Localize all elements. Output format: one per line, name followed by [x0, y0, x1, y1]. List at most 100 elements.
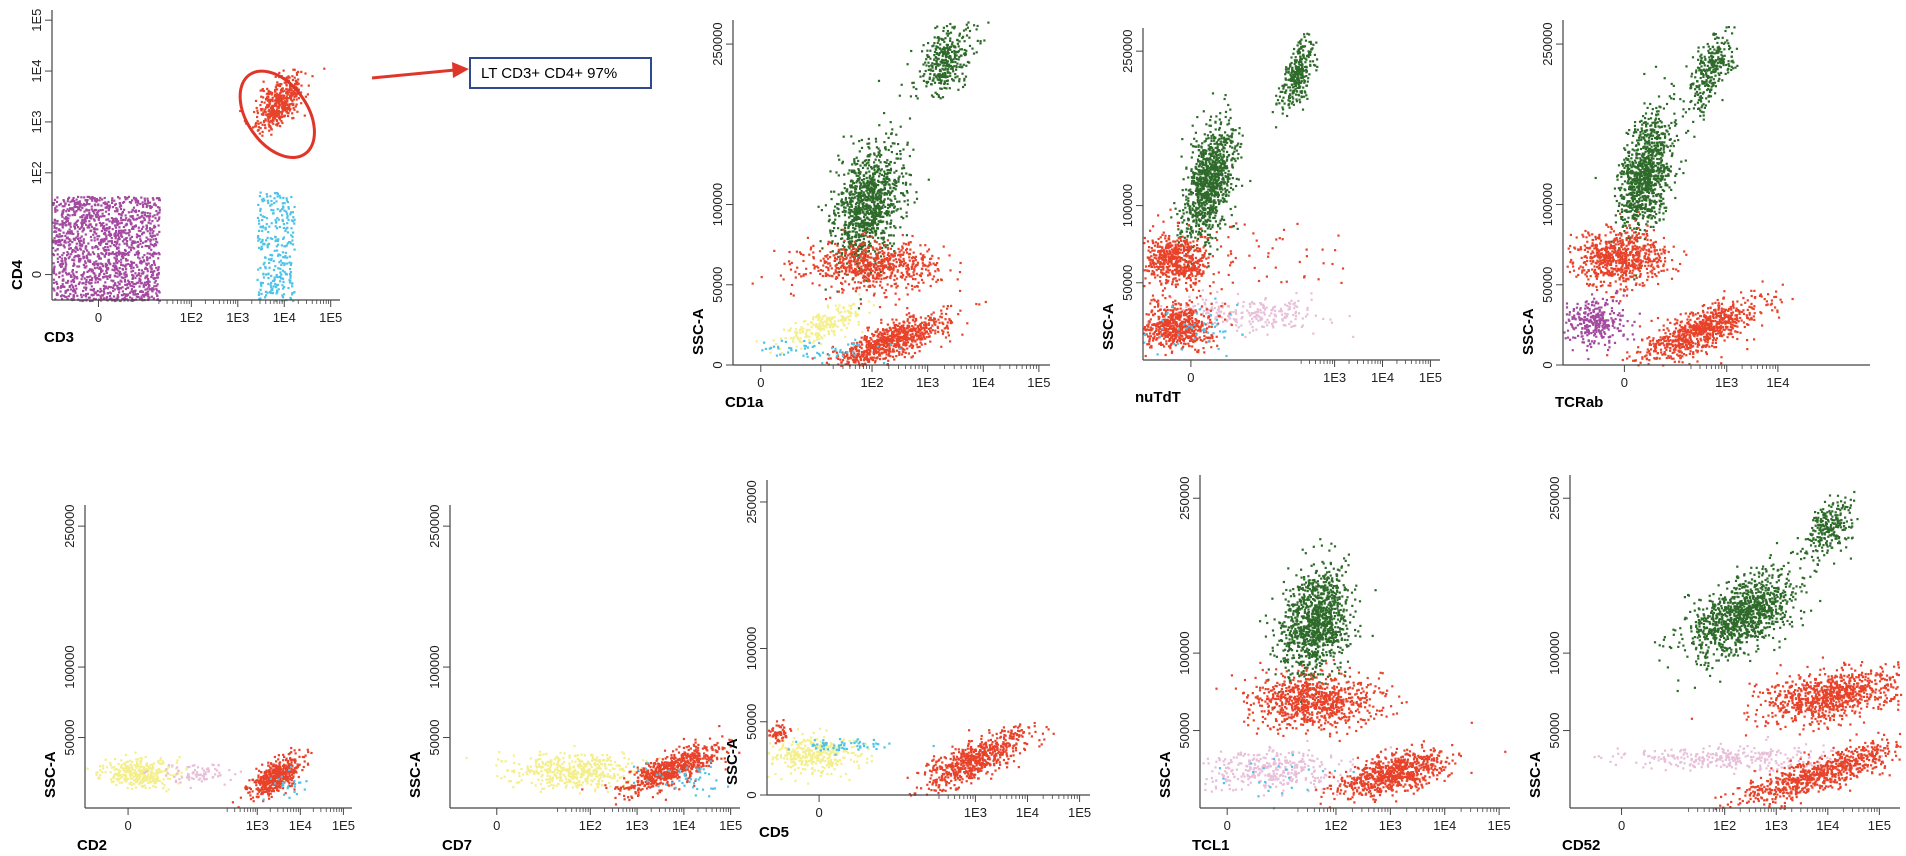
point-cd1a_ssc-s4 — [920, 343, 923, 346]
point-cd1a_ssc-s2 — [817, 314, 820, 317]
point-cd3_cd4-s0 — [67, 241, 70, 244]
point-cd1a_ssc-s0 — [863, 193, 866, 196]
point-cd1a_ssc-s1 — [921, 50, 924, 53]
point-cd3_cd4-s0 — [97, 293, 100, 296]
point-cd1a_ssc-s0 — [843, 209, 846, 212]
point-cd1a_ssc-s2 — [781, 351, 784, 355]
point-cd1a_ssc-s3 — [856, 286, 859, 289]
point-cd1a_ssc-s0 — [829, 170, 832, 173]
point-cd3_cd4-s1 — [277, 243, 280, 246]
point-cd3_cd4-s0 — [56, 219, 59, 223]
x-tick-label-cd3_cd4: 1E2 — [180, 310, 203, 325]
point-cd3_cd4-s1 — [289, 296, 292, 299]
point-cd3_cd4-s0 — [95, 232, 98, 235]
point-cd1a_ssc-s3 — [859, 253, 862, 256]
point-cd3_cd4-s0 — [56, 248, 59, 251]
point-cd3_cd4-s0 — [117, 250, 121, 253]
point-cd1a_ssc-s0 — [863, 186, 866, 189]
point-cd3_cd4-s0 — [69, 225, 72, 228]
point-cd1a_ssc-s0 — [890, 145, 893, 148]
point-cd1a_ssc-s3 — [804, 273, 807, 276]
point-cd1a_ssc-s2 — [828, 323, 831, 326]
point-cd1a_ssc-s1 — [946, 51, 949, 54]
point-cd1a_ssc-s1 — [945, 32, 948, 35]
point-cd1a_ssc-s0 — [867, 137, 870, 140]
point-cd3_cd4-s0 — [109, 263, 112, 266]
point-cd1a_ssc-s3 — [874, 277, 877, 280]
point-cd1a_ssc-s1 — [944, 58, 947, 61]
point-cd1a_ssc-s3 — [869, 261, 872, 264]
point-cd1a_ssc-s4 — [944, 318, 947, 321]
point-cd1a_ssc-s3 — [902, 251, 905, 254]
point-cd1a_ssc-s2 — [799, 331, 802, 335]
point-cd3_cd4-s0 — [69, 200, 72, 203]
point-cd3_cd4-s1 — [274, 285, 277, 288]
point-cd1a_ssc-s1 — [947, 65, 951, 68]
point-cd3_cd4-s1 — [280, 273, 283, 276]
point-cd1a_ssc-s3 — [850, 267, 853, 270]
point-cd1a_ssc-s0 — [850, 196, 854, 199]
point-cd3_cd4-s0 — [61, 215, 64, 218]
point-cd1a_ssc-s0 — [889, 121, 892, 124]
point-cd3_cd4-s2 — [271, 113, 274, 116]
point-cd1a_ssc-s3 — [850, 249, 853, 252]
point-cd1a_ssc-s3 — [871, 246, 874, 249]
point-cd1a_ssc-s1 — [933, 81, 937, 84]
point-cd3_cd4-s0 — [73, 256, 76, 259]
point-cd1a_ssc-s3 — [827, 243, 830, 246]
point-cd3_cd4-s0 — [58, 276, 61, 279]
point-cd3_cd4-s0 — [100, 229, 103, 233]
point-cd1a_ssc-s2 — [820, 327, 823, 330]
point-cd1a_ssc-s3 — [876, 265, 880, 268]
point-cd1a_ssc-s0 — [862, 174, 866, 177]
point-cd3_cd4-s0 — [132, 266, 135, 269]
point-cd1a_ssc-s3 — [902, 264, 905, 268]
point-cd3_cd4-s0 — [110, 217, 113, 220]
point-cd3_cd4-s1 — [291, 282, 294, 285]
point-cd3_cd4-s0 — [62, 294, 66, 297]
point-cd1a_ssc-s3 — [958, 271, 962, 274]
point-cd3_cd4-s0 — [58, 233, 61, 236]
point-cd3_cd4-s0 — [146, 245, 149, 248]
point-cd1a_ssc-s4 — [921, 338, 924, 341]
point-cd1a_ssc-s3 — [851, 255, 854, 258]
point-cd3_cd4-s1 — [286, 216, 289, 219]
point-cd3_cd4-s0 — [104, 281, 107, 284]
point-cd3_cd4-s0 — [150, 268, 153, 271]
point-cd1a_ssc-s3 — [929, 263, 932, 266]
point-cd3_cd4-s0 — [130, 288, 133, 291]
point-cd1a_ssc-s3 — [844, 280, 847, 283]
point-cd3_cd4-s0 — [98, 272, 101, 275]
point-cd3_cd4-s1 — [275, 275, 278, 278]
point-cd3_cd4-s2 — [267, 93, 270, 96]
point-cd1a_ssc-s3 — [870, 256, 873, 259]
point-cd3_cd4-s0 — [75, 247, 78, 250]
point-cd1a_ssc-s3 — [842, 266, 845, 269]
point-cd3_cd4-s0 — [58, 264, 61, 267]
point-cd1a_ssc-s3 — [882, 266, 885, 269]
point-cd3_cd4-s1 — [269, 253, 272, 257]
point-cd1a_ssc-s1 — [922, 79, 925, 82]
point-cd1a_ssc-s0 — [862, 180, 865, 184]
point-cd3_cd4-s1 — [273, 197, 276, 200]
point-cd3_cd4-s0 — [135, 295, 138, 298]
point-cd1a_ssc-s0 — [884, 146, 887, 149]
point-cd3_cd4-s2 — [276, 97, 279, 100]
point-cd3_cd4-s1 — [260, 284, 263, 287]
point-cd1a_ssc-s0 — [868, 263, 871, 267]
point-cd3_cd4-s0 — [148, 232, 152, 235]
point-cd3_cd4-s0 — [140, 215, 143, 218]
point-cd1a_ssc-s0 — [876, 168, 879, 172]
point-cd3_cd4-s0 — [85, 256, 88, 259]
point-cd3_cd4-s0 — [152, 255, 155, 258]
point-cd3_cd4-s0 — [144, 288, 147, 291]
point-cd1a_ssc-s3 — [901, 245, 904, 248]
point-cd3_cd4-s1 — [261, 281, 264, 285]
point-cd3_cd4-s0 — [54, 208, 57, 211]
point-cd1a_ssc-s3 — [924, 244, 927, 247]
point-cd3_cd4-s1 — [265, 217, 269, 220]
point-cd3_cd4-s2 — [285, 103, 288, 106]
point-cd1a_ssc-s0 — [873, 152, 876, 155]
point-cd3_cd4-s0 — [61, 235, 64, 238]
point-cd1a_ssc-s0 — [891, 244, 894, 248]
